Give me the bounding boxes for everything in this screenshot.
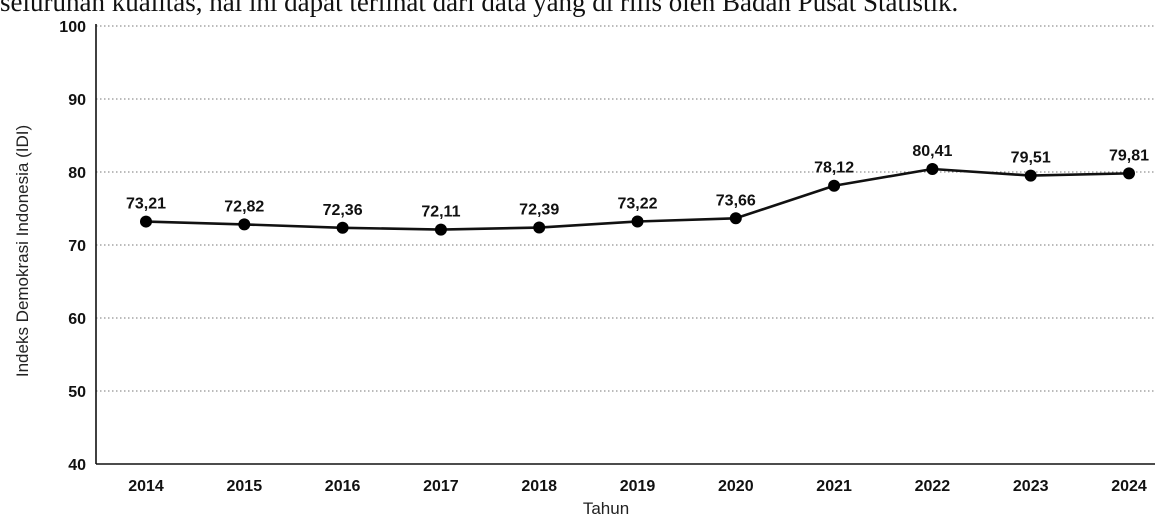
marker-2022 xyxy=(926,163,939,176)
x-axis-label: Tahun xyxy=(583,499,629,518)
marker-2020 xyxy=(729,212,742,225)
data-markers xyxy=(140,163,1135,236)
data-label-2014: 73,21 xyxy=(126,196,166,213)
x-tick-2023: 2023 xyxy=(1013,478,1049,495)
data-label-2023: 79,51 xyxy=(1011,150,1051,167)
data-label-2017: 72,11 xyxy=(421,204,460,221)
x-tick-2024: 2024 xyxy=(1111,478,1147,495)
marker-2018 xyxy=(533,221,546,234)
marker-2023 xyxy=(1024,169,1037,182)
x-tick-2022: 2022 xyxy=(915,478,951,495)
x-tick-2019: 2019 xyxy=(620,478,656,495)
data-label-2015: 72,82 xyxy=(224,198,264,215)
y-axis-label: Indeks Demokrasi Indonesia (IDI) xyxy=(13,125,32,377)
data-label-2021: 78,12 xyxy=(814,160,854,177)
x-tick-2020: 2020 xyxy=(718,478,754,495)
axes xyxy=(95,24,1155,465)
marker-2014 xyxy=(140,215,152,228)
marker-2015 xyxy=(238,218,251,231)
y-tick-labels: 40 50 60 70 80 90 100 xyxy=(59,19,86,474)
y-tick-50: 50 xyxy=(68,384,86,401)
marker-2021 xyxy=(828,179,841,192)
y-tick-100: 100 xyxy=(59,19,86,36)
x-tick-2018: 2018 xyxy=(521,478,557,495)
x-tick-2021: 2021 xyxy=(816,478,852,495)
data-label-2020: 73,66 xyxy=(716,192,756,209)
marker-2024 xyxy=(1123,167,1135,180)
marker-2017 xyxy=(434,223,447,236)
caption-text: seluruhan kualitas, hal ini dapat terlih… xyxy=(0,0,959,17)
gridlines xyxy=(96,25,1155,392)
y-tick-60: 60 xyxy=(68,311,86,328)
data-labels: 73,21 72,82 72,36 72,11 72,39 73,22 73,66 78,12… xyxy=(126,143,1149,221)
x-tick-2016: 2016 xyxy=(325,478,361,495)
y-tick-70: 70 xyxy=(68,238,86,255)
marker-2016 xyxy=(336,221,349,234)
data-label-2018: 72,39 xyxy=(519,202,559,219)
data-label-2016: 72,36 xyxy=(323,202,363,219)
data-label-2024: 79,81 xyxy=(1109,147,1149,164)
x-tick-2017: 2017 xyxy=(423,478,459,495)
y-tick-40: 40 xyxy=(68,457,86,474)
marker-2019 xyxy=(631,215,644,228)
x-tick-2015: 2015 xyxy=(227,478,263,495)
x-tick-2014: 2014 xyxy=(128,478,164,495)
y-tick-90: 90 xyxy=(68,92,86,109)
data-label-2022: 80,41 xyxy=(912,143,952,160)
y-tick-80: 80 xyxy=(68,165,86,182)
x-tick-labels: 2014 2015 2016 2017 2018 2019 2020 2021 2022 2023… xyxy=(128,478,1147,495)
data-label-2019: 73,22 xyxy=(617,195,657,212)
